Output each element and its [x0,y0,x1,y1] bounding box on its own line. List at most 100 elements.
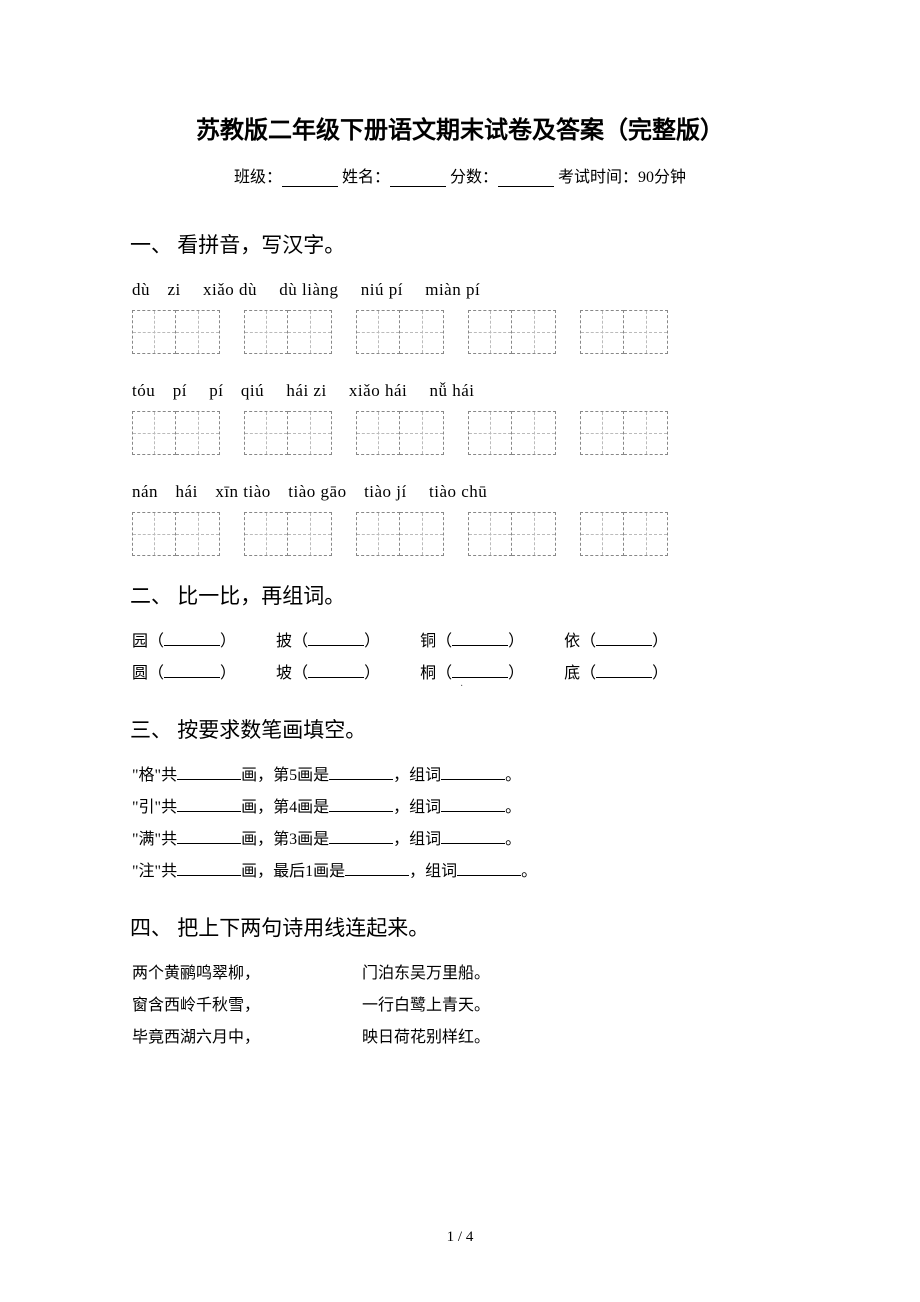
score-label: 分数： [450,169,498,186]
q3-blank[interactable] [441,830,505,844]
q2-char: 桐 [420,658,436,690]
q2-blank[interactable] [596,632,652,646]
center-dot: · [460,681,464,685]
q3-text: "满"共 [132,831,177,848]
q3-text: 画，第5画是 [241,767,329,784]
q4-left: 两个黄鹂鸣翠柳， [132,958,362,990]
q3-text: "引"共 [132,799,177,816]
q4-right: 映日荷花别样红。 [362,1022,490,1054]
q3-text: 画，第4画是 [241,799,329,816]
q2-blank[interactable] [452,664,508,678]
section1-head: 一、 看拼音，写汉字。 [130,229,790,259]
q2-char: 披 [276,626,292,658]
section3-head: 三、 按要求数笔画填空。 [130,714,790,744]
char-box-pair[interactable] [132,512,220,556]
q3-blank[interactable] [177,862,241,876]
q3-text: ，组词 [393,767,441,784]
char-box-pair[interactable] [132,310,220,354]
q3-blank[interactable] [177,798,241,812]
q4-right: 一行白鹭上青天。 [362,990,490,1022]
q3-blank[interactable] [441,766,505,780]
q3-text: ，组词 [393,799,441,816]
q3-line-2: "引"共 画，第4画是 ，组词 。 [130,792,790,824]
char-box-pair[interactable] [244,310,332,354]
char-box-pair[interactable] [468,310,556,354]
q3-text: 。 [505,767,521,784]
pinyin-row-2: tóu pí pí qiú hái zi xiǎo hái nǚ hái [130,376,790,401]
q4-row-3: 毕竟西湖六月中， 映日荷花别样红。 [130,1022,790,1054]
char-box-pair[interactable] [580,310,668,354]
q2-blank[interactable] [164,664,220,678]
q2-blank[interactable] [164,632,220,646]
section4-head: 四、 把上下两句诗用线连起来。 [130,912,790,942]
q3-blank[interactable] [329,798,393,812]
q3-line-3: "满"共画，第3画是，组词。 [130,824,790,856]
paren-open: （ [436,658,452,690]
q2-blank[interactable] [308,632,364,646]
paren-open: （ [580,626,596,658]
q3-blank[interactable] [329,766,393,780]
char-box-pair[interactable] [244,411,332,455]
score-blank[interactable] [498,171,554,187]
q2-blank[interactable] [452,632,508,646]
q4-right: 门泊东吴万里船。 [362,958,490,990]
pinyin-row-3: nán hái xīn tiào tiào gāo tiào jí tiào c… [130,477,790,502]
name-blank[interactable] [390,171,446,187]
char-box-pair[interactable] [132,411,220,455]
q3-text: 。 [521,863,537,880]
paren-open: （ [580,658,596,690]
page-title: 苏教版二年级下册语文期末试卷及答案（完整版） [130,110,790,145]
page-number: 1 / 4 [0,1229,920,1246]
q3-text: 。 [505,831,521,848]
paren-close: ） [652,626,668,658]
name-label: 姓名： [342,169,390,186]
q3-text: ，组词 [409,863,457,880]
class-label: 班级： [234,169,282,186]
paren-close: ） [364,626,380,658]
time-label: 考试时间：90分钟 [558,169,686,186]
paren-open: （ [292,626,308,658]
char-box-pair[interactable] [580,411,668,455]
info-line: 班级： 姓名： 分数： 考试时间：90分钟 [130,163,790,187]
q3-text: "注"共 [132,863,177,880]
box-row-1 [130,310,790,354]
q3-blank[interactable] [457,862,521,876]
q2-char: 依 [564,626,580,658]
q3-blank[interactable] [441,798,505,812]
paren-open: （ [436,626,452,658]
char-box-pair[interactable] [244,512,332,556]
paren-close: ） [364,658,380,690]
char-box-pair[interactable] [468,411,556,455]
q3-text: ，组词 [393,831,441,848]
char-box-pair[interactable] [468,512,556,556]
q4-row-2: 窗含西岭千秋雪， 一行白鹭上青天。 [130,990,790,1022]
char-box-pair[interactable] [356,411,444,455]
q2-row-1: 园（） 披（） 铜（） 依（） [130,626,790,658]
q2-blank[interactable] [308,664,364,678]
q3-text: 。 [505,799,521,816]
q3-text: 画，最后1画是 [241,863,345,880]
section2-head: 二、 比一比，再组词。 [130,580,790,610]
q2-char: 园 [132,626,148,658]
q2-char: 坡 [276,658,292,690]
char-box-pair[interactable] [356,310,444,354]
paren-close: ） [652,658,668,690]
q3-blank[interactable] [329,830,393,844]
q4-row-1: 两个黄鹂鸣翠柳， 门泊东吴万里船。 [130,958,790,990]
class-blank[interactable] [282,171,338,187]
char-box-pair[interactable] [580,512,668,556]
q4-left: 窗含西岭千秋雪， [132,990,362,1022]
paren-open: （ [148,626,164,658]
paren-close: ） [220,658,236,690]
q3-blank[interactable] [177,766,241,780]
box-row-3 [130,512,790,556]
q4-left: 毕竟西湖六月中， [132,1022,362,1054]
q2-char: 圆 [132,658,148,690]
char-box-pair[interactable] [356,512,444,556]
paren-close: ） [508,626,524,658]
paren-close: ） [220,626,236,658]
q3-line-4: "注"共 画，最后1画是 ，组词 。 [130,856,790,888]
q3-blank[interactable] [345,862,409,876]
q3-blank[interactable] [177,830,241,844]
q2-blank[interactable] [596,664,652,678]
